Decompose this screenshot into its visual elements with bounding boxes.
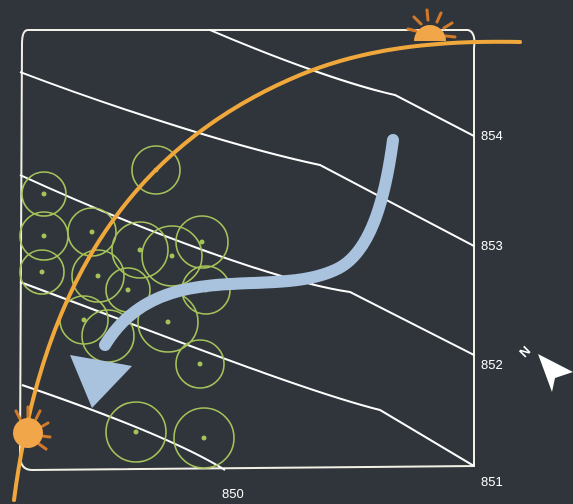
tree-canopy-icon [173, 407, 235, 469]
tree-canopy-icon [175, 215, 229, 269]
contour-label-851: 851 [481, 474, 503, 489]
sun-icon [13, 405, 52, 451]
tree-canopy-icon [19, 211, 69, 261]
north-indicator: N [516, 343, 573, 392]
contour-lines [19, 29, 475, 471]
tree-canopy-icon [105, 401, 167, 463]
property-boundary [18, 29, 476, 472]
wind-arrow-icon [70, 134, 399, 408]
contour-label-850: 850 [222, 486, 244, 501]
tree-canopy-icon [21, 171, 67, 217]
tree-canopy-icon [19, 249, 65, 295]
trees [19, 145, 235, 469]
contour-line-852 [19, 281, 475, 467]
north-arrow-icon [538, 354, 573, 392]
contour-label-854: 854 [481, 128, 503, 143]
contour-line-854 [209, 29, 475, 137]
sun-path-arc [12, 39, 522, 502]
tree-canopy-icon [141, 225, 203, 287]
tree-canopy-icon [175, 339, 225, 389]
tree-canopy-icon [71, 249, 125, 303]
contour-line-851 [21, 384, 226, 471]
tree-canopy-icon [111, 221, 169, 279]
contour-line-853 [19, 71, 475, 247]
contour-label-853: 853 [481, 238, 503, 253]
contour-label-852: 852 [481, 357, 503, 372]
contour-line-852-upper [19, 174, 475, 356]
sun-icon [406, 8, 457, 41]
north-label: N [516, 343, 533, 360]
